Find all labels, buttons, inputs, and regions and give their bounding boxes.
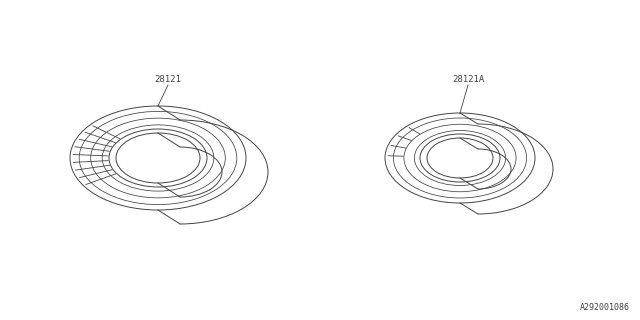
Text: 28121: 28121	[155, 75, 181, 84]
Text: A292001086: A292001086	[580, 303, 630, 312]
Text: 28121A: 28121A	[452, 75, 484, 84]
